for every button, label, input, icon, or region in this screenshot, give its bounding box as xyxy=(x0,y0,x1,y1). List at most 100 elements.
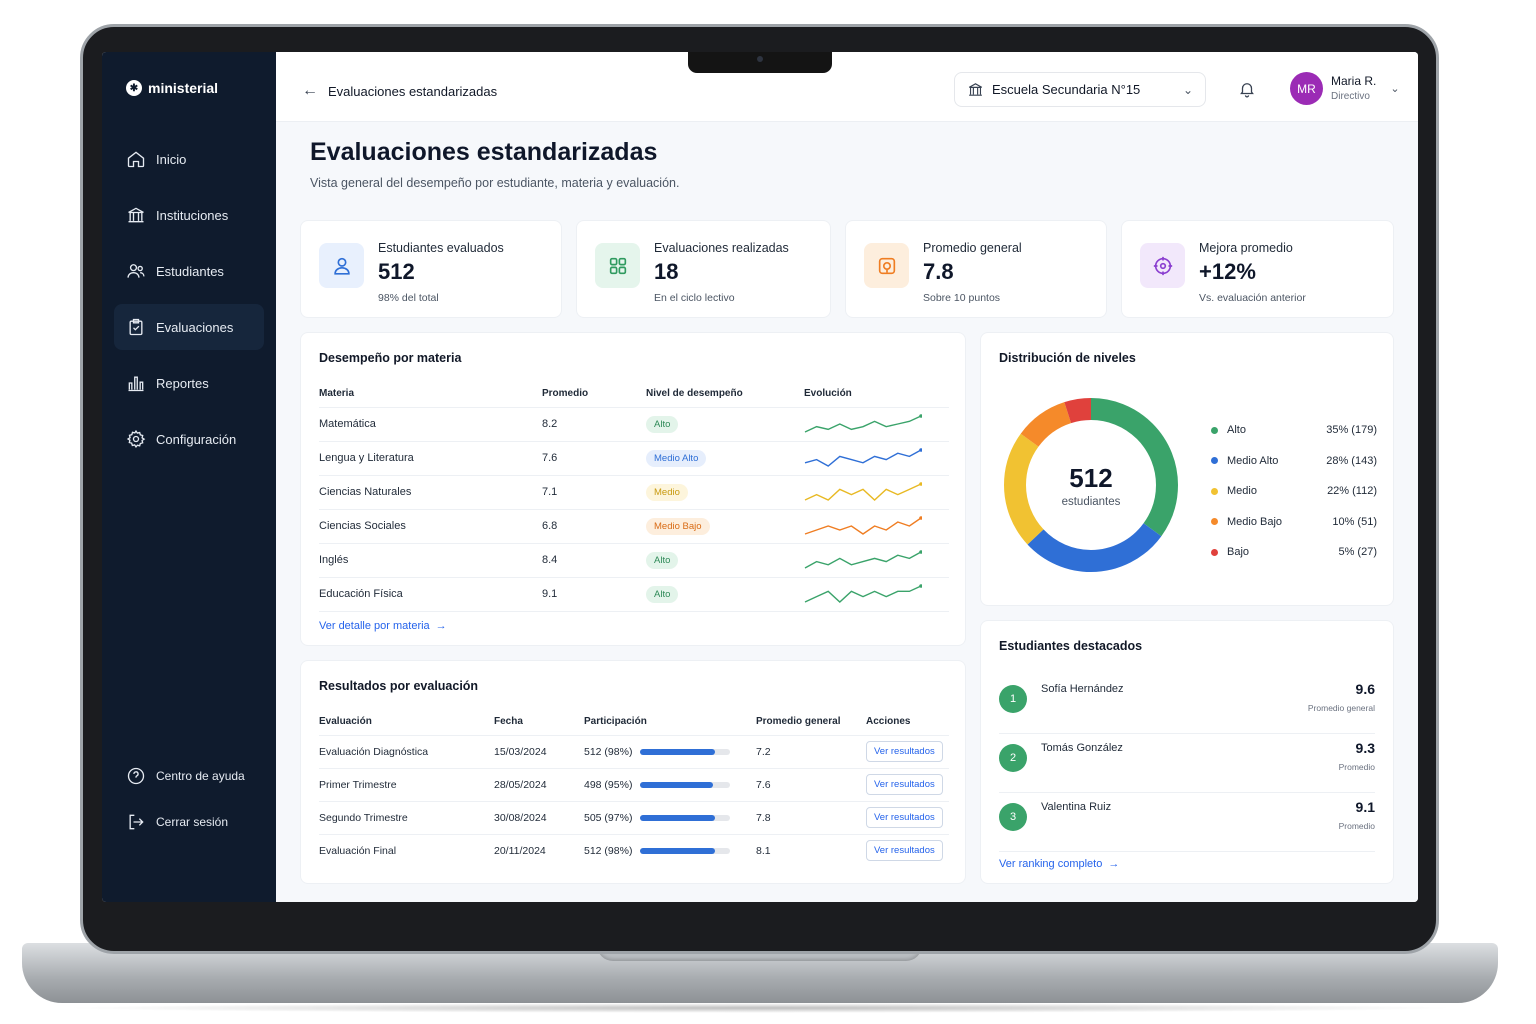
kpi-card-average: Promedio general 7.8 Sobre 10 puntos xyxy=(845,220,1107,318)
subject-detail-link[interactable]: Ver detalle por materia → xyxy=(319,620,447,632)
rank-badge: 3 xyxy=(999,803,1027,831)
bell-icon[interactable] xyxy=(1238,80,1256,98)
table-row[interactable]: Inglés 8.4 Alto xyxy=(319,543,949,578)
level-badge: Alto xyxy=(646,415,679,433)
column-header: Acciones xyxy=(866,709,949,736)
distribution-legend: Alto 35% (179) Medio Alto 28% (143) Medio 2… xyxy=(1211,415,1377,568)
student-score-label: Promedio general xyxy=(1307,703,1375,713)
column-header: Promedio xyxy=(542,381,646,408)
legend-name: Alto xyxy=(1227,424,1246,437)
donut-total: 512 xyxy=(1069,462,1113,493)
sparkline-endpoint xyxy=(919,550,922,554)
legend-name: Bajo xyxy=(1227,546,1250,559)
legend-value: 35% (179) xyxy=(1326,424,1377,437)
participation-value: 512 (98%) xyxy=(584,844,633,857)
help-icon xyxy=(127,767,145,785)
user-icon xyxy=(333,257,350,275)
evaluation-date: 20/11/2024 xyxy=(494,844,546,857)
trend-sparkline xyxy=(804,584,922,603)
user-menu[interactable]: MR Maria R. Directivo ⌄ xyxy=(1290,72,1400,105)
table-row[interactable]: Educación Física 9.1 Alto xyxy=(319,577,949,612)
legend-item: Medio Bajo 10% (51) xyxy=(1211,507,1377,538)
kpi-label: Mejora promedio xyxy=(1199,241,1293,255)
evaluation-average: 7.2 xyxy=(756,735,866,769)
evaluation-table: Evaluación Fecha Participación Promedio … xyxy=(319,709,949,867)
view-results-button[interactable]: Ver resultados xyxy=(866,840,943,862)
sidebar-item-label: Cerrar sesión xyxy=(156,815,229,829)
kpi-card-improvement: Mejora promedio +12% Vs. evaluación ante… xyxy=(1121,220,1394,318)
level-badge: Medio xyxy=(646,483,688,501)
sidebar-item-help[interactable]: Centro de ayuda xyxy=(114,758,264,794)
legend-value: 5% (27) xyxy=(1338,546,1377,559)
legend-dot xyxy=(1211,487,1218,495)
ranking-link[interactable]: Ver ranking completo → xyxy=(999,858,1119,870)
table-row[interactable]: Matemática 8.2 Alto xyxy=(319,407,949,442)
sidebar: ✱ ministerial Inicio Instituciones Estud… xyxy=(102,52,276,902)
sidebar-item-label: Estudiantes xyxy=(156,263,224,279)
brand-logo[interactable]: ✱ ministerial xyxy=(126,80,218,96)
view-results-button[interactable]: Ver resultados xyxy=(866,774,943,795)
bar-chart-icon xyxy=(128,376,144,392)
student-row[interactable]: 2 Tomás González 9.3 Promedio xyxy=(999,734,1375,793)
sidebar-item-label: Configuración xyxy=(156,431,237,447)
table-row[interactable]: Lengua y Literatura 7.6 Medio Alto xyxy=(319,441,949,476)
sidebar-item-reportes[interactable]: Reportes xyxy=(114,360,264,406)
sparkline-line xyxy=(804,483,922,501)
kpi-note: Vs. evaluación anterior xyxy=(1199,292,1306,304)
donut-center: 512 estudiantes xyxy=(1001,395,1181,575)
institution-icon xyxy=(128,207,144,223)
sidebar-item-configuracion[interactable]: Configuración xyxy=(114,416,264,462)
legend-item: Alto 35% (179) xyxy=(1211,415,1377,446)
kpi-note: 98% del total xyxy=(378,292,439,304)
legend-dot xyxy=(1211,518,1218,526)
school-name: Escuela Secundaria N°15 xyxy=(992,82,1141,97)
level-distribution-panel: Distribución de niveles 512 estudiantes … xyxy=(980,332,1394,606)
evaluation-name: Primer Trimestre xyxy=(319,768,494,802)
donut-slice-medio-alto xyxy=(1004,398,1178,572)
back-link[interactable]: ← Evaluaciones estandarizadas xyxy=(302,82,497,100)
arrow-right-icon: → xyxy=(435,620,447,632)
school-selector[interactable]: Escuela Secundaria N°15 ⌄ xyxy=(954,72,1206,107)
student-row[interactable]: 1 Sofía Hernández 9.6 Promedio general xyxy=(999,675,1375,734)
participation-bar-fill xyxy=(640,748,716,755)
sidebar-item-label: Centro de ayuda xyxy=(156,769,245,783)
sidebar-item-inicio[interactable]: Inicio xyxy=(114,136,264,182)
trend-sparkline xyxy=(804,414,922,433)
column-header: Participación xyxy=(584,709,756,736)
kpi-value: 512 xyxy=(378,259,415,284)
kpi-label: Promedio general xyxy=(923,241,1022,255)
arrow-right-icon: → xyxy=(1108,858,1120,870)
student-name: Tomás González xyxy=(1041,742,1123,754)
view-results-button[interactable]: Ver resultados xyxy=(866,741,943,762)
grid-icon xyxy=(609,257,626,274)
sidebar-nav: Inicio Instituciones Estudiantes Evaluac… xyxy=(114,136,264,472)
clipboard-check-icon xyxy=(129,318,143,336)
sparkline-endpoint xyxy=(919,482,922,486)
page-subtitle: Vista general del desempeño por estudian… xyxy=(310,176,680,190)
view-results-button[interactable]: Ver resultados xyxy=(866,807,943,828)
subject-performance-panel: Desempeño por materia Materia Promedio N… xyxy=(300,332,966,646)
topbar: ← Evaluaciones estandarizadas Escuela Se… xyxy=(276,52,1418,122)
sidebar-item-estudiantes[interactable]: Estudiantes xyxy=(114,248,264,294)
sidebar-item-evaluaciones[interactable]: Evaluaciones xyxy=(114,304,264,350)
sidebar-item-label: Evaluaciones xyxy=(156,319,234,335)
participation-bar-fill xyxy=(640,847,716,854)
student-row[interactable]: 3 Valentina Ruiz 9.1 Promedio xyxy=(999,793,1375,852)
laptop-shadow xyxy=(60,1003,1460,1013)
donut-slice-medio xyxy=(1004,398,1178,572)
sidebar-item-logout[interactable]: Cerrar sesión xyxy=(114,804,264,840)
sparkline-line xyxy=(804,551,922,569)
subject-name: Inglés xyxy=(319,543,542,578)
kpi-icon-box xyxy=(595,243,640,288)
sparkline-line xyxy=(804,517,922,535)
sidebar-item-instituciones[interactable]: Instituciones xyxy=(114,192,264,238)
table-row[interactable]: Ciencias Naturales 7.1 Medio xyxy=(319,475,949,510)
subject-name: Lengua y Literatura xyxy=(319,441,542,476)
link-label: Ver detalle por materia xyxy=(319,620,430,632)
donut-label: estudiantes xyxy=(1061,495,1121,508)
trend-sparkline xyxy=(804,550,922,569)
legend-dot xyxy=(1211,548,1218,556)
student-score-label: Promedio xyxy=(1338,821,1375,831)
table-row[interactable]: Ciencias Sociales 6.8 Medio Bajo xyxy=(319,509,949,544)
link-label: Ver ranking completo xyxy=(999,858,1103,870)
